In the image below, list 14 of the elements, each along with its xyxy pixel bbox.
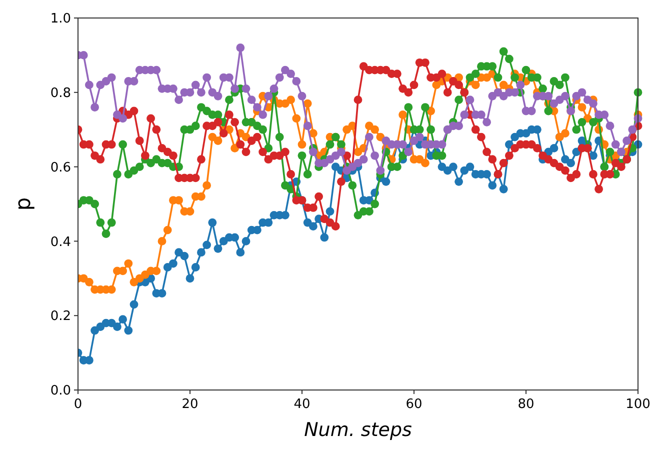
x-tick-label: 100 xyxy=(626,397,650,412)
x-tick-label: 80 xyxy=(518,397,534,412)
y-tick-label: 0.4 xyxy=(50,234,71,250)
y-axis-title: p xyxy=(11,197,35,211)
x-axis-title: Num. steps xyxy=(304,419,412,441)
x-tick-label: 40 xyxy=(294,397,310,412)
x-tick-label: 60 xyxy=(406,397,422,412)
y-tick-label: 0.2 xyxy=(50,309,71,324)
y-tick-label: 0.6 xyxy=(50,160,71,176)
y-tick-label: 0.0 xyxy=(50,384,71,399)
y-tick-label: 1.0 xyxy=(50,12,71,27)
y-tick-label: 0.8 xyxy=(50,86,71,101)
x-tick-label: 20 xyxy=(182,397,198,412)
x-tick-label: 0 xyxy=(74,397,82,412)
